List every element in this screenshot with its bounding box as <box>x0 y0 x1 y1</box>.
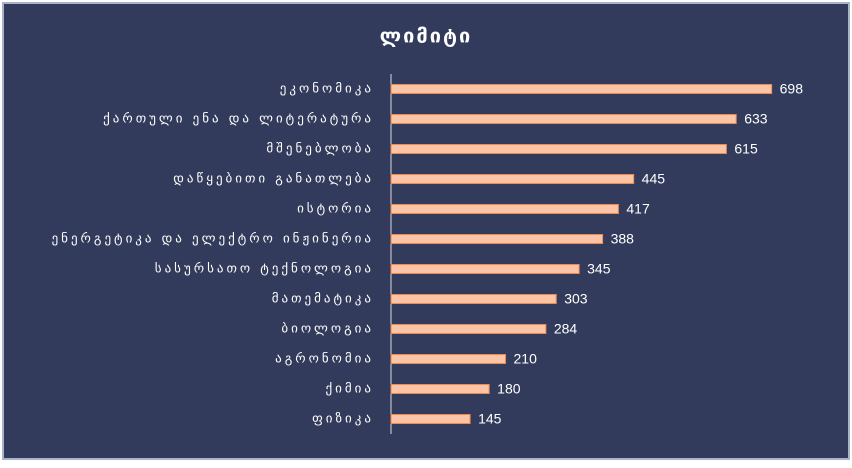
bar <box>390 414 471 424</box>
bar <box>390 144 727 154</box>
y-tick-label: ეკონომიკა <box>280 82 374 97</box>
y-tick-label: მშენებლობა <box>266 142 374 157</box>
y-tick-label: ისტორია <box>297 202 374 217</box>
bar <box>390 354 507 364</box>
bar <box>390 204 619 214</box>
y-tick-label: ფიზიკა <box>312 412 374 427</box>
chart-background <box>2 2 850 460</box>
y-tick-label: ქართული ენა და ლიტერატურა <box>103 112 374 127</box>
y-tick-label: ქიმია <box>325 382 374 397</box>
chart-title: ლიმიტი <box>380 24 473 48</box>
data-label: 633 <box>744 111 768 127</box>
bar <box>390 264 580 274</box>
y-tick-label: ენერგეტიკა და ელექტრო ინჟინერია <box>52 232 374 247</box>
data-label: 615 <box>734 141 758 157</box>
data-label: 210 <box>514 351 538 367</box>
data-label: 445 <box>642 171 666 187</box>
data-label: 345 <box>587 261 611 277</box>
y-tick-label: დაწყებითი განათლება <box>173 172 374 187</box>
bar <box>390 324 547 334</box>
data-label: 388 <box>611 231 635 247</box>
data-label: 698 <box>780 81 804 97</box>
data-label: 180 <box>497 381 521 397</box>
bar <box>390 294 557 304</box>
y-tick-label: მათემატიკა <box>272 292 374 307</box>
bar <box>390 384 490 394</box>
bar <box>390 114 737 124</box>
data-label: 284 <box>554 321 578 337</box>
y-tick-label: სასურსათო ტექნოლოგია <box>155 262 374 277</box>
data-label: 303 <box>564 291 588 307</box>
data-label: 145 <box>478 411 502 427</box>
y-tick-label: აგრონომია <box>275 352 374 367</box>
data-label: 417 <box>626 201 650 217</box>
bar <box>390 234 604 244</box>
y-tick-label: ბიოლოგია <box>281 322 374 337</box>
bar <box>390 84 773 94</box>
bar <box>390 174 635 184</box>
